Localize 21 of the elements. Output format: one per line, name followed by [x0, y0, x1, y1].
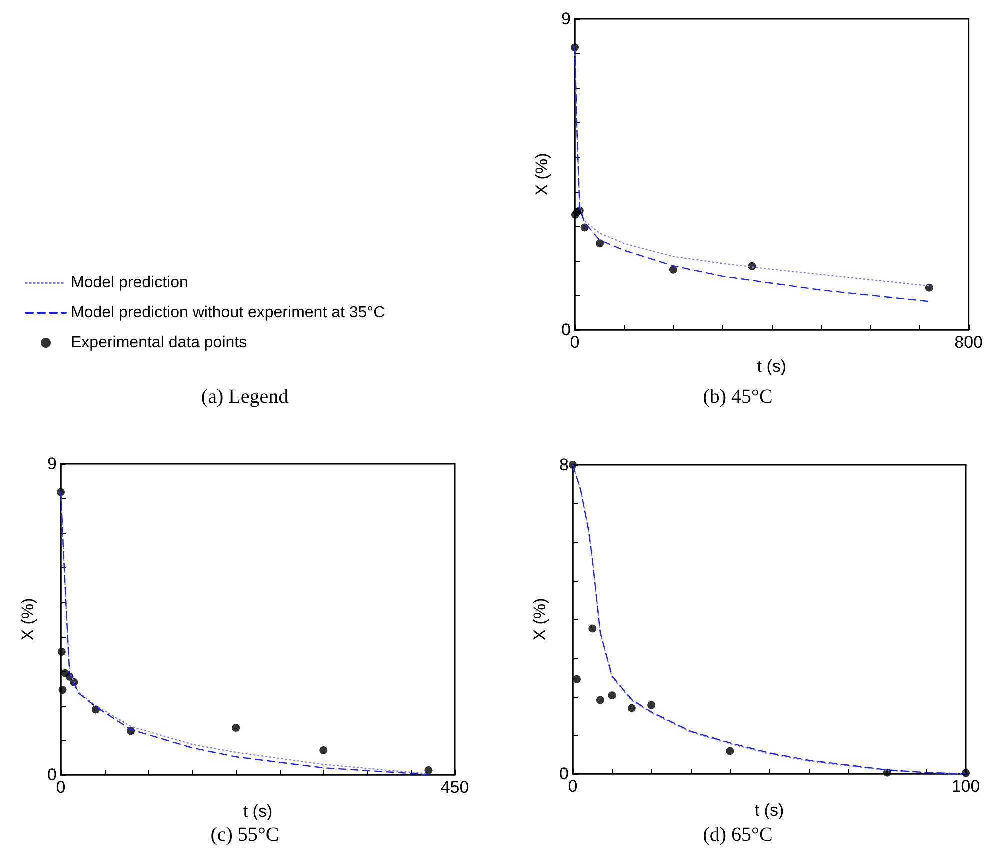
x-axis-title: t (s)	[757, 357, 787, 376]
y-axis-title: X (%)	[530, 598, 550, 641]
y-tick-label: 8	[560, 456, 569, 474]
text: (d) 65°C	[703, 824, 773, 846]
legend-label: Model prediction	[71, 274, 188, 292]
legend-label: Model prediction without experiment at 35°C	[71, 304, 386, 322]
y-axis-title: X (%)	[532, 153, 552, 196]
x-axis-title: t (s)	[243, 802, 273, 821]
text: (a) Legend	[201, 386, 289, 408]
y-tick-label: 0	[560, 764, 569, 784]
y-tick-label: 9	[48, 454, 57, 474]
y-axis-title: X (%)	[18, 598, 38, 641]
x-tick-label: 450	[440, 778, 470, 797]
y-tick-label: 0	[562, 320, 571, 340]
text: (c) 55°C	[210, 824, 280, 846]
y-tick-label: 9	[562, 10, 571, 28]
x-tick-label: 800	[954, 333, 984, 352]
x-axis-title: t (s)	[754, 801, 784, 820]
x-tick-label: 100	[952, 777, 980, 796]
text: (b) 45°C	[703, 386, 773, 408]
legend-label: Experimental data points	[71, 334, 248, 352]
